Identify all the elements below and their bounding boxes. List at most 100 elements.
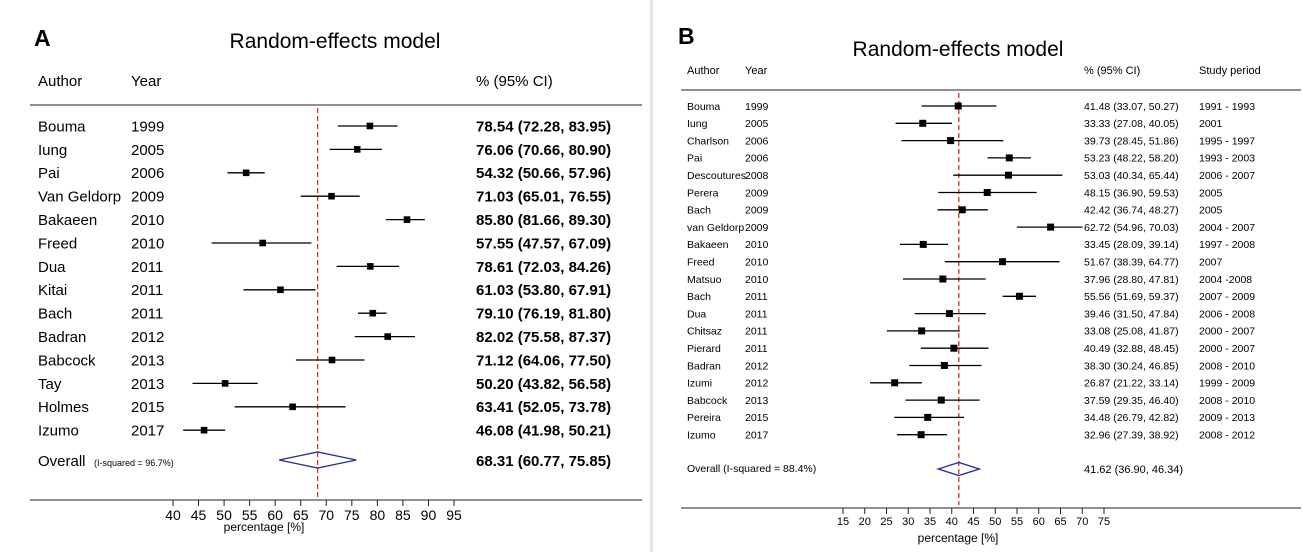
x-tick-label: 50 [216,507,232,523]
study-author: Freed [687,256,715,268]
study-period: 1995 - 1997 [1199,135,1255,147]
study-ci-text: 41.48 (33.07, 50.27) [1084,101,1179,113]
x-tick-label: 45 [191,507,207,523]
study-author: Kitai [38,282,67,299]
study-year: 2012 [745,378,769,390]
study-year: 1999 [131,118,164,135]
study-ci-text: 51.67 (38.39, 64.77) [1084,256,1179,268]
study-ci-text: 37.96 (28.80, 47.81) [1084,274,1179,286]
study-ci-text: 63.41 (52.05, 73.78) [476,399,611,416]
x-tick-label: 70 [318,507,334,523]
study-ci-text: 53.23 (48.22, 58.20) [1084,153,1179,165]
point-estimate [353,146,361,153]
point-estimate [1015,292,1023,300]
study-period: 2000 - 2007 [1199,326,1255,338]
study-ci-text: 39.73 (28.45, 51.86) [1084,135,1179,147]
x-tick-label: 40 [946,516,958,528]
x-tick-label: 40 [165,507,181,523]
study-markers: Bouma 1999 78.54 (72.28, 83.95) Iung 2005 76.… [38,108,611,497]
study-year: 2009 [745,187,769,199]
x-tick-label: 50 [989,516,1001,528]
study-year: 2010 [131,235,164,252]
study-ci-text: 79.10 (76.19, 81.80) [476,306,611,323]
x-tick-label: 85 [395,507,411,523]
study-ci-text: 26.87 (21.22, 33.14) [1084,378,1179,390]
x-tick-label: 35 [924,516,936,528]
x-tick-label: 65 [1054,516,1066,528]
header-ci: % (95% CI) [476,73,553,90]
overall-ci: 41.62 (36.90, 46.34) [1084,464,1183,476]
point-estimate [947,137,955,145]
study-ci-text: 76.06 (70.66, 80.90) [476,142,611,159]
x-tick-label: 75 [344,507,360,523]
study-ci-text: 46.08 (41.98, 50.21) [476,423,611,440]
x-tick-label: 30 [902,516,914,528]
study-author: Descoutures [687,170,746,182]
overall-label: Overall [38,453,86,470]
x-axis-ticks: 15 20 25 30 35 40 45 50 55 60 65 70 75 [837,508,1110,528]
point-estimate [1004,171,1012,179]
study-year: 2008 [745,170,769,182]
study-author: Izumo [38,423,79,440]
study-author: Badran [38,329,86,346]
study-author: Pai [687,153,702,165]
study-year: 2013 [131,376,164,393]
panel-divider [650,0,653,552]
study-ci-text: 55.56 (51.69, 59.37) [1084,291,1179,303]
study-author: Freed [38,235,77,252]
x-tick-label: 75 [1098,516,1110,528]
x-tick-label: 90 [421,507,437,523]
overall-isq: (I-squared = 96.7%) [94,458,174,468]
study-author: Bach [687,291,711,303]
study-year: 2011 [131,259,163,276]
study-year: 2005 [131,142,164,159]
study-period: 2006 - 2008 [1199,308,1255,320]
study-year: 2015 [745,412,769,424]
study-period: 1997 - 2008 [1199,239,1255,251]
point-estimate [950,344,958,352]
header-period: Study period [1199,65,1261,77]
x-tick-label: 60 [1033,516,1045,528]
study-author: Bouma [38,118,86,135]
point-estimate [891,379,899,387]
x-tick-label: 25 [880,516,892,528]
study-ci-text: 85.80 (81.66, 89.30) [476,212,611,229]
forest-plot-b: B Random-effects model Author Year % (95… [678,23,1301,545]
study-period: 2007 [1199,256,1223,268]
study-period: 2006 - 2007 [1199,170,1255,182]
study-author: Bouma [687,101,720,113]
study-year: 2015 [131,399,164,416]
study-ci-text: 78.54 (72.28, 83.95) [476,118,611,135]
study-ci-text: 37.59 (29.35, 46.40) [1084,395,1179,407]
study-author: Babcock [38,352,96,369]
study-ci-text: 48.15 (36.90, 59.53) [1084,187,1179,199]
study-ci-text: 39.46 (31.50, 47.84) [1084,308,1179,320]
point-estimate [917,431,925,439]
study-year: 2006 [745,153,769,165]
study-ci-text: 54.32 (50.66, 57.96) [476,165,611,182]
study-year: 2009 [745,222,769,234]
study-author: Holmes [38,399,89,416]
study-year: 2010 [745,256,769,268]
point-estimate [1047,223,1055,231]
point-estimate [999,258,1007,266]
study-ci-text: 82.02 (75.58, 87.37) [476,329,611,346]
study-ci-text: 42.42 (36.74, 48.27) [1084,205,1179,217]
header-year: Year [131,73,161,90]
point-estimate [983,189,991,196]
study-period: 1993 - 2003 [1199,153,1255,165]
study-period: 1991 - 1993 [1199,101,1255,113]
study-author: Chitsaz [687,326,722,338]
x-axis-ticks: 40 45 50 55 60 65 70 75 80 85 90 95 [165,500,462,523]
study-period: 2007 - 2009 [1199,291,1255,303]
x-tick-label: 20 [859,516,871,528]
study-author: Bach [687,205,711,217]
study-ci-text: 34.48 (26.79, 42.82) [1084,412,1179,424]
study-ci-text: 33.08 (25.08, 41.87) [1084,326,1179,338]
point-estimate [221,380,229,387]
study-period: 2008 - 2012 [1199,429,1255,441]
point-estimate [939,275,947,283]
study-year: 2005 [745,118,769,130]
study-year: 2006 [131,165,164,182]
study-ci-text: 50.20 (43.82, 56.58) [476,376,611,393]
